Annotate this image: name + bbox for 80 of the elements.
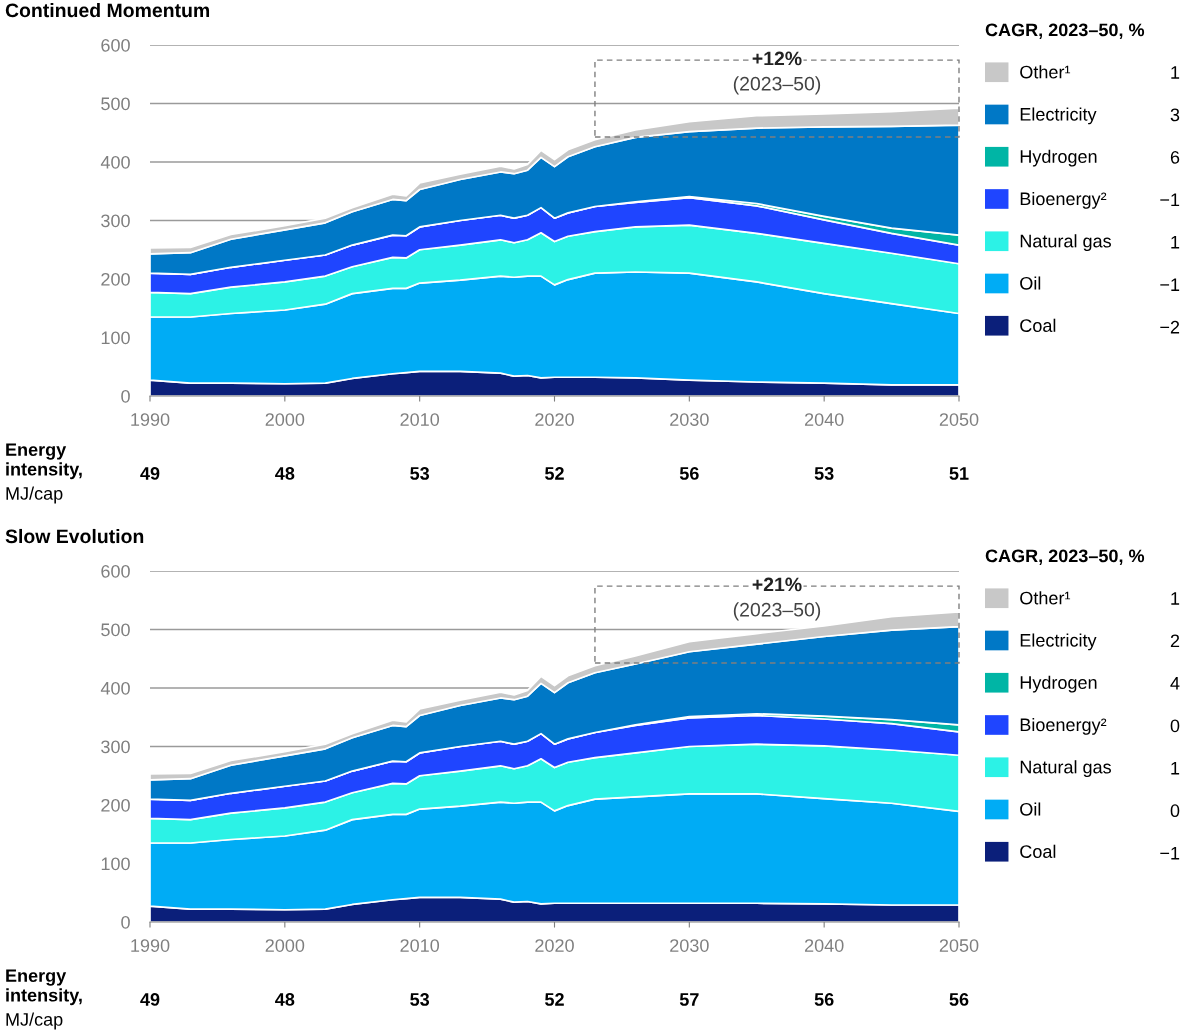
legend-title: CAGR, 2023–50, %: [985, 23, 1145, 39]
text: 48: [275, 993, 295, 1006]
text: 0: [1170, 719, 1180, 733]
text: Energy intensity,: [6, 969, 82, 1006]
text: 2: [1170, 634, 1180, 648]
x-tick-label: 2050: [939, 413, 979, 426]
text: −1: [1160, 278, 1180, 291]
text: −1: [1160, 193, 1180, 206]
legend-title: CAGR, 2023–50, %: [985, 549, 1145, 565]
y-tick-label: 200: [101, 798, 130, 812]
text: 53: [410, 467, 430, 480]
text: 49: [140, 467, 160, 480]
text: 4: [1170, 677, 1180, 690]
text: 48: [275, 467, 295, 480]
y-tick-label: 600: [101, 564, 130, 578]
text: 1: [1171, 236, 1180, 249]
x-tick-label: 2040: [804, 939, 844, 952]
text: −1: [1160, 846, 1180, 860]
x-tick-label: 2020: [535, 939, 574, 952]
legend-label: Hydrogen: [1020, 675, 1097, 693]
x-tick-label: 2040: [804, 413, 844, 426]
legend-label: Bioenergy²: [1020, 717, 1107, 735]
y-tick-label: 500: [101, 623, 130, 637]
text: 52: [545, 467, 564, 480]
legend-label: Bioenergy²: [1020, 191, 1107, 209]
chart-title: Slow Evolution: [5, 528, 144, 544]
legend-label: Electricity: [1020, 107, 1097, 125]
y-tick-label: 300: [101, 214, 130, 228]
x-tick-label: 2030: [670, 939, 709, 952]
text: MJ/cap: [6, 1012, 63, 1030]
y-tick-label: 200: [101, 272, 130, 286]
y-tick-label: 100: [101, 857, 130, 871]
text: 1: [1171, 592, 1180, 605]
legend-label: Oil: [1020, 802, 1041, 816]
x-tick-label: 1990: [131, 939, 170, 952]
text: MJ/cap: [6, 486, 63, 504]
text: 56: [679, 467, 699, 480]
y-tick-label: 300: [101, 740, 130, 754]
text: 53: [410, 993, 430, 1006]
legend-label: Natural gas: [1020, 234, 1111, 252]
chart-title: Continued Momentum: [5, 2, 210, 18]
x-tick-label: 2010: [400, 413, 440, 426]
text: 1: [1171, 762, 1180, 775]
text: Energy intensity,: [6, 443, 82, 480]
x-tick-label: 2000: [265, 939, 305, 952]
text: 0: [1170, 804, 1180, 818]
text: 1: [1171, 66, 1180, 79]
y-tick-label: 0: [121, 915, 130, 929]
legend-label: Electricity: [1020, 633, 1097, 651]
x-tick-label: 1990: [131, 413, 170, 426]
y-tick-label: 400: [100, 681, 130, 695]
text: Other¹: [1020, 591, 1071, 605]
x-tick-label: 2050: [939, 939, 979, 952]
legend-label: Natural gas: [1020, 760, 1111, 778]
text: 6: [1170, 150, 1180, 164]
text: −2: [1160, 320, 1180, 334]
legend-label: Coal: [1020, 318, 1056, 332]
text: 51: [949, 467, 969, 480]
legend-label: Other¹: [1020, 65, 1071, 79]
legend-label: Hydrogen: [1020, 149, 1097, 167]
text: 49: [140, 993, 160, 1006]
legend-label: Coal: [1020, 844, 1056, 858]
text: 56: [949, 993, 969, 1006]
text: 53: [814, 467, 834, 480]
text: 56: [814, 993, 834, 1006]
legend-label: Oil: [1020, 276, 1041, 290]
x-tick-label: 2000: [265, 413, 305, 426]
y-tick-label: 100: [101, 331, 130, 345]
y-tick-label: 0: [121, 389, 130, 403]
annotation: +12% (2023–50): [733, 51, 821, 95]
x-tick-label: 2030: [670, 413, 709, 426]
x-tick-label: 2010: [400, 939, 440, 952]
text: 3: [1170, 108, 1180, 122]
y-tick-label: 500: [101, 97, 130, 111]
y-tick-label: 400: [100, 155, 130, 169]
text: 57: [679, 993, 699, 1006]
x-tick-label: 2020: [535, 413, 574, 426]
annotation: +21% (2023–50): [733, 577, 821, 621]
text: 52: [545, 993, 564, 1006]
y-tick-label: 600: [101, 38, 130, 52]
